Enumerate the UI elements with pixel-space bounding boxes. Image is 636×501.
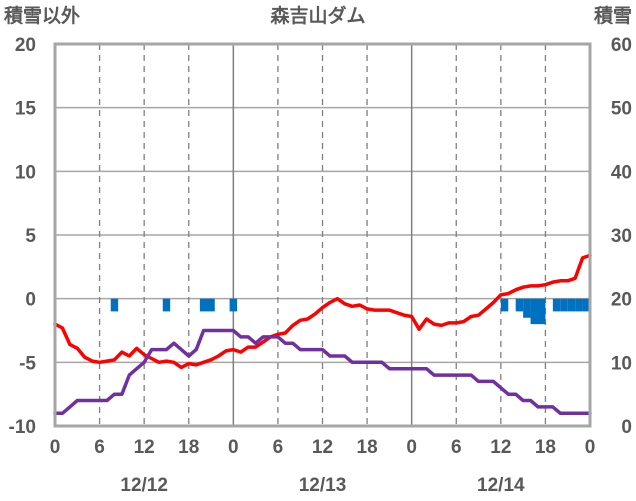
snow-bar [199, 298, 215, 312]
left-tick-label: -5 [19, 353, 36, 374]
x-tick-label: 18 [357, 437, 378, 458]
x-tick-label: 12 [490, 437, 511, 458]
snow-bar [567, 298, 576, 312]
x-date-label: 12/12 [120, 475, 168, 496]
x-tick-label: 0 [50, 437, 61, 458]
snow-bar [582, 298, 590, 312]
right-tick-label: 20 [611, 290, 632, 311]
right-axis-ticks: 60 50 40 30 20 10 0 [611, 35, 632, 438]
left-tick-label: 0 [25, 290, 36, 311]
chart-title: 森吉山ダム [270, 4, 365, 27]
x-tick-label: 6 [273, 437, 284, 458]
x-date-label: 12/13 [299, 475, 347, 496]
snow-bar [552, 298, 561, 312]
x-tick-label: 18 [178, 437, 199, 458]
right-tick-label: 30 [611, 226, 632, 247]
left-tick-label: 15 [15, 99, 37, 120]
right-tick-label: 40 [611, 162, 632, 183]
left-tick-label: 20 [15, 35, 36, 56]
left-tick-label: -10 [9, 417, 36, 438]
x-tick-label: 6 [94, 437, 105, 458]
series-line-purple [53, 328, 592, 416]
x-tick-label: 6 [451, 437, 462, 458]
x-tick-label: 0 [228, 437, 239, 458]
x-tick-label: 12 [134, 437, 155, 458]
left-axis-ticks: 20 15 10 5 0 -5 -10 [9, 35, 37, 438]
snow-bar [110, 298, 119, 312]
right-tick-label: 10 [611, 353, 632, 374]
right-tick-label: 50 [611, 99, 632, 120]
series-line-red [53, 253, 592, 370]
snow-bar [229, 298, 238, 312]
snow-bar [162, 298, 171, 312]
snow-bar [530, 298, 546, 325]
x-axis-ticks: 0 6 12 18 0 6 12 18 0 6 12 18 0 [50, 437, 596, 458]
plot-frame [53, 42, 592, 428]
right-axis-label: 積雪 [594, 4, 632, 27]
x-tick-label: 18 [535, 437, 556, 458]
x-tick-label: 0 [406, 437, 417, 458]
x-tick-label: 0 [585, 437, 596, 458]
left-axis-label: 積雪以外 [4, 4, 80, 27]
snow-bar [500, 298, 509, 312]
right-tick-label: 60 [611, 35, 632, 56]
snow-bar [560, 298, 568, 312]
left-tick-label: 5 [25, 226, 36, 247]
series-lines [53, 253, 592, 416]
snow-bars [110, 298, 590, 325]
x-date-label: 12/14 [477, 475, 525, 496]
snow-bar [575, 298, 583, 312]
x-date-labels: 12/12 12/13 12/14 [120, 475, 525, 496]
snow-bar [523, 298, 531, 318]
right-tick-label: 0 [621, 417, 632, 438]
x-tick-label: 12 [312, 437, 333, 458]
snow-bar [515, 298, 524, 312]
left-tick-label: 10 [15, 162, 36, 183]
